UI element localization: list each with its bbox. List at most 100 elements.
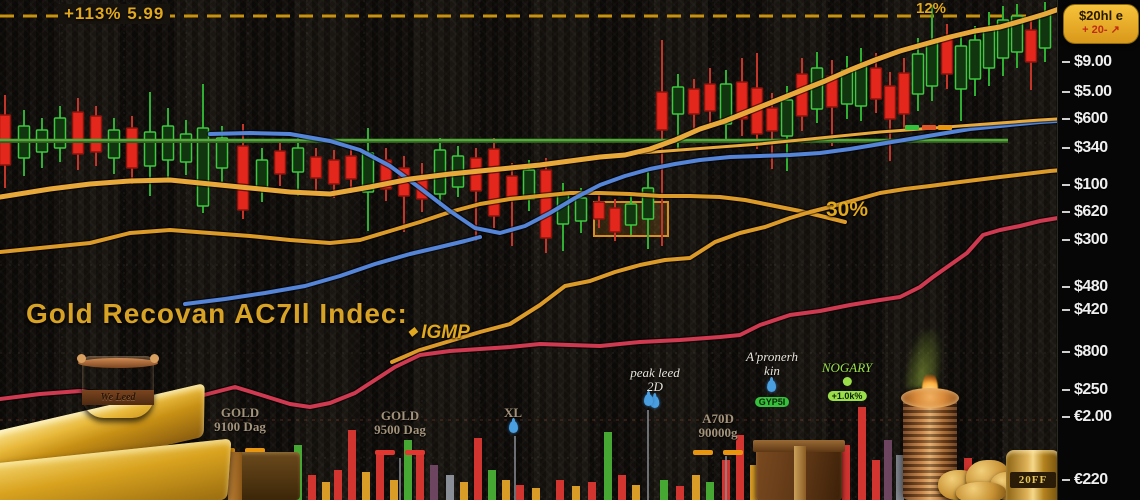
water-drop-icon — [650, 393, 660, 408]
candle-body — [125, 127, 139, 169]
annotation-callout[interactable]: A'pronerh kin GYP5I — [746, 350, 798, 410]
thirty-percent-label: 30% — [826, 198, 869, 221]
volume-bar — [502, 480, 510, 500]
volume-bar — [474, 438, 482, 500]
candle-body — [765, 107, 779, 132]
annotation-callout[interactable]: peak leed 2D — [630, 365, 680, 408]
canister-label: 20FF — [1010, 472, 1056, 488]
axis-tick — [1062, 309, 1070, 311]
axis-tick — [1062, 479, 1070, 481]
candle-body — [143, 131, 157, 167]
volume-bar — [488, 470, 496, 500]
candle-body — [780, 99, 794, 137]
diamond-icon: ◆ — [408, 324, 418, 338]
bucket-handle — [77, 354, 86, 363]
candle-body — [925, 41, 939, 87]
volume-bar — [308, 475, 316, 500]
volume-bar — [604, 432, 612, 500]
volume-bar — [896, 455, 904, 500]
price-axis-label: $5.00 — [1062, 83, 1112, 101]
candle-body — [671, 86, 685, 115]
price-axis-label: €220 — [1062, 471, 1108, 489]
candle-body — [592, 201, 606, 220]
group-dash-markers — [693, 450, 743, 455]
label-text: peak leed — [630, 365, 680, 380]
candle-body — [1038, 13, 1052, 49]
candle-body — [291, 147, 305, 173]
volume-bar — [692, 475, 700, 500]
gold-nugget — [956, 482, 1006, 500]
volume-bar — [404, 440, 412, 500]
water-drop-icon — [767, 377, 777, 392]
gold-canister-image: 20FF — [1006, 450, 1060, 500]
volume-bar — [750, 465, 758, 500]
gift-box-ribbon — [794, 446, 806, 500]
volume-bar — [572, 486, 580, 500]
price-axis-label: $250 — [1062, 381, 1108, 399]
axis-tick — [1062, 91, 1070, 93]
axis-tick — [1062, 184, 1070, 186]
volume-bar — [322, 482, 330, 500]
ma-gold-low — [390, 162, 1140, 364]
candle-body — [53, 117, 67, 149]
label-text: 90000g — [698, 425, 738, 440]
price-axis-label: $100 — [1062, 176, 1108, 194]
price-axis-label: $300 — [1062, 231, 1108, 249]
bucket-label: We Leed — [82, 390, 154, 405]
instrument-group-label[interactable]: XL — [504, 406, 522, 420]
igmp-label: ◆ IGMP — [408, 322, 470, 343]
ma-gold-mid — [0, 191, 847, 254]
legend-dash — [938, 125, 952, 130]
ma-blue-low — [183, 235, 482, 306]
volume-bar — [532, 488, 540, 500]
candle-body — [107, 129, 121, 159]
candle-body — [655, 91, 669, 131]
instrument-group-label[interactable]: GOLD 9500 Dag — [374, 409, 426, 437]
water-drop-icon — [644, 391, 653, 406]
candle-body — [344, 155, 358, 180]
candle-body — [854, 65, 868, 107]
volume-bar — [618, 475, 626, 500]
volume-bar — [416, 452, 424, 500]
candle-body — [869, 67, 883, 100]
badge-change: + 20- ↗ — [1082, 24, 1120, 36]
index-red — [0, 207, 1140, 409]
instrument-group-label[interactable]: A70D 90000g — [699, 412, 738, 440]
candle-body — [215, 137, 229, 169]
candle-body — [968, 39, 982, 80]
volume-bar — [390, 480, 398, 500]
label-text: 9500 Dag — [374, 422, 426, 437]
price-axis-panel[interactable]: $9.00 $5.00 $600 $340 $100 $620 $300 $480 $420 $8… — [1057, 0, 1140, 500]
candle-body — [608, 207, 622, 233]
candle-body — [703, 83, 717, 112]
page-title: Gold Recovan AC7Il Indec: — [26, 298, 408, 329]
price-alert-badge[interactable]: $20hl e + 20- ↗ — [1063, 4, 1139, 44]
volume-bar — [676, 486, 684, 500]
volume-bar — [348, 430, 356, 500]
price-axis-label: $800 — [1062, 343, 1108, 361]
bucket-handle — [150, 354, 159, 363]
candle-body — [624, 203, 638, 226]
label-text: NOGARY — [821, 360, 873, 375]
candle-body — [687, 88, 701, 115]
ma-gold-ribbon — [638, 113, 1140, 155]
candle-body — [309, 156, 323, 179]
candle-body — [911, 53, 925, 95]
volume-bar — [556, 480, 564, 500]
axis-tick — [1062, 239, 1070, 241]
label-text: 9100 Dag — [214, 419, 266, 434]
candle-body — [179, 133, 193, 163]
label-text: GOLD — [380, 408, 420, 423]
candle-body — [327, 159, 341, 185]
top-right-percent-label: 12% — [916, 0, 947, 17]
axis-tick — [1062, 61, 1070, 63]
candle-body — [1024, 29, 1038, 63]
candle-body — [954, 45, 968, 90]
gift-box-image — [753, 440, 845, 500]
instrument-group-label[interactable]: GOLD 9100 Dag — [214, 406, 266, 434]
annotation-callout[interactable]: NOGARY +1.0k% — [822, 361, 872, 404]
axis-tick — [1062, 147, 1070, 149]
candle-body — [255, 159, 269, 189]
